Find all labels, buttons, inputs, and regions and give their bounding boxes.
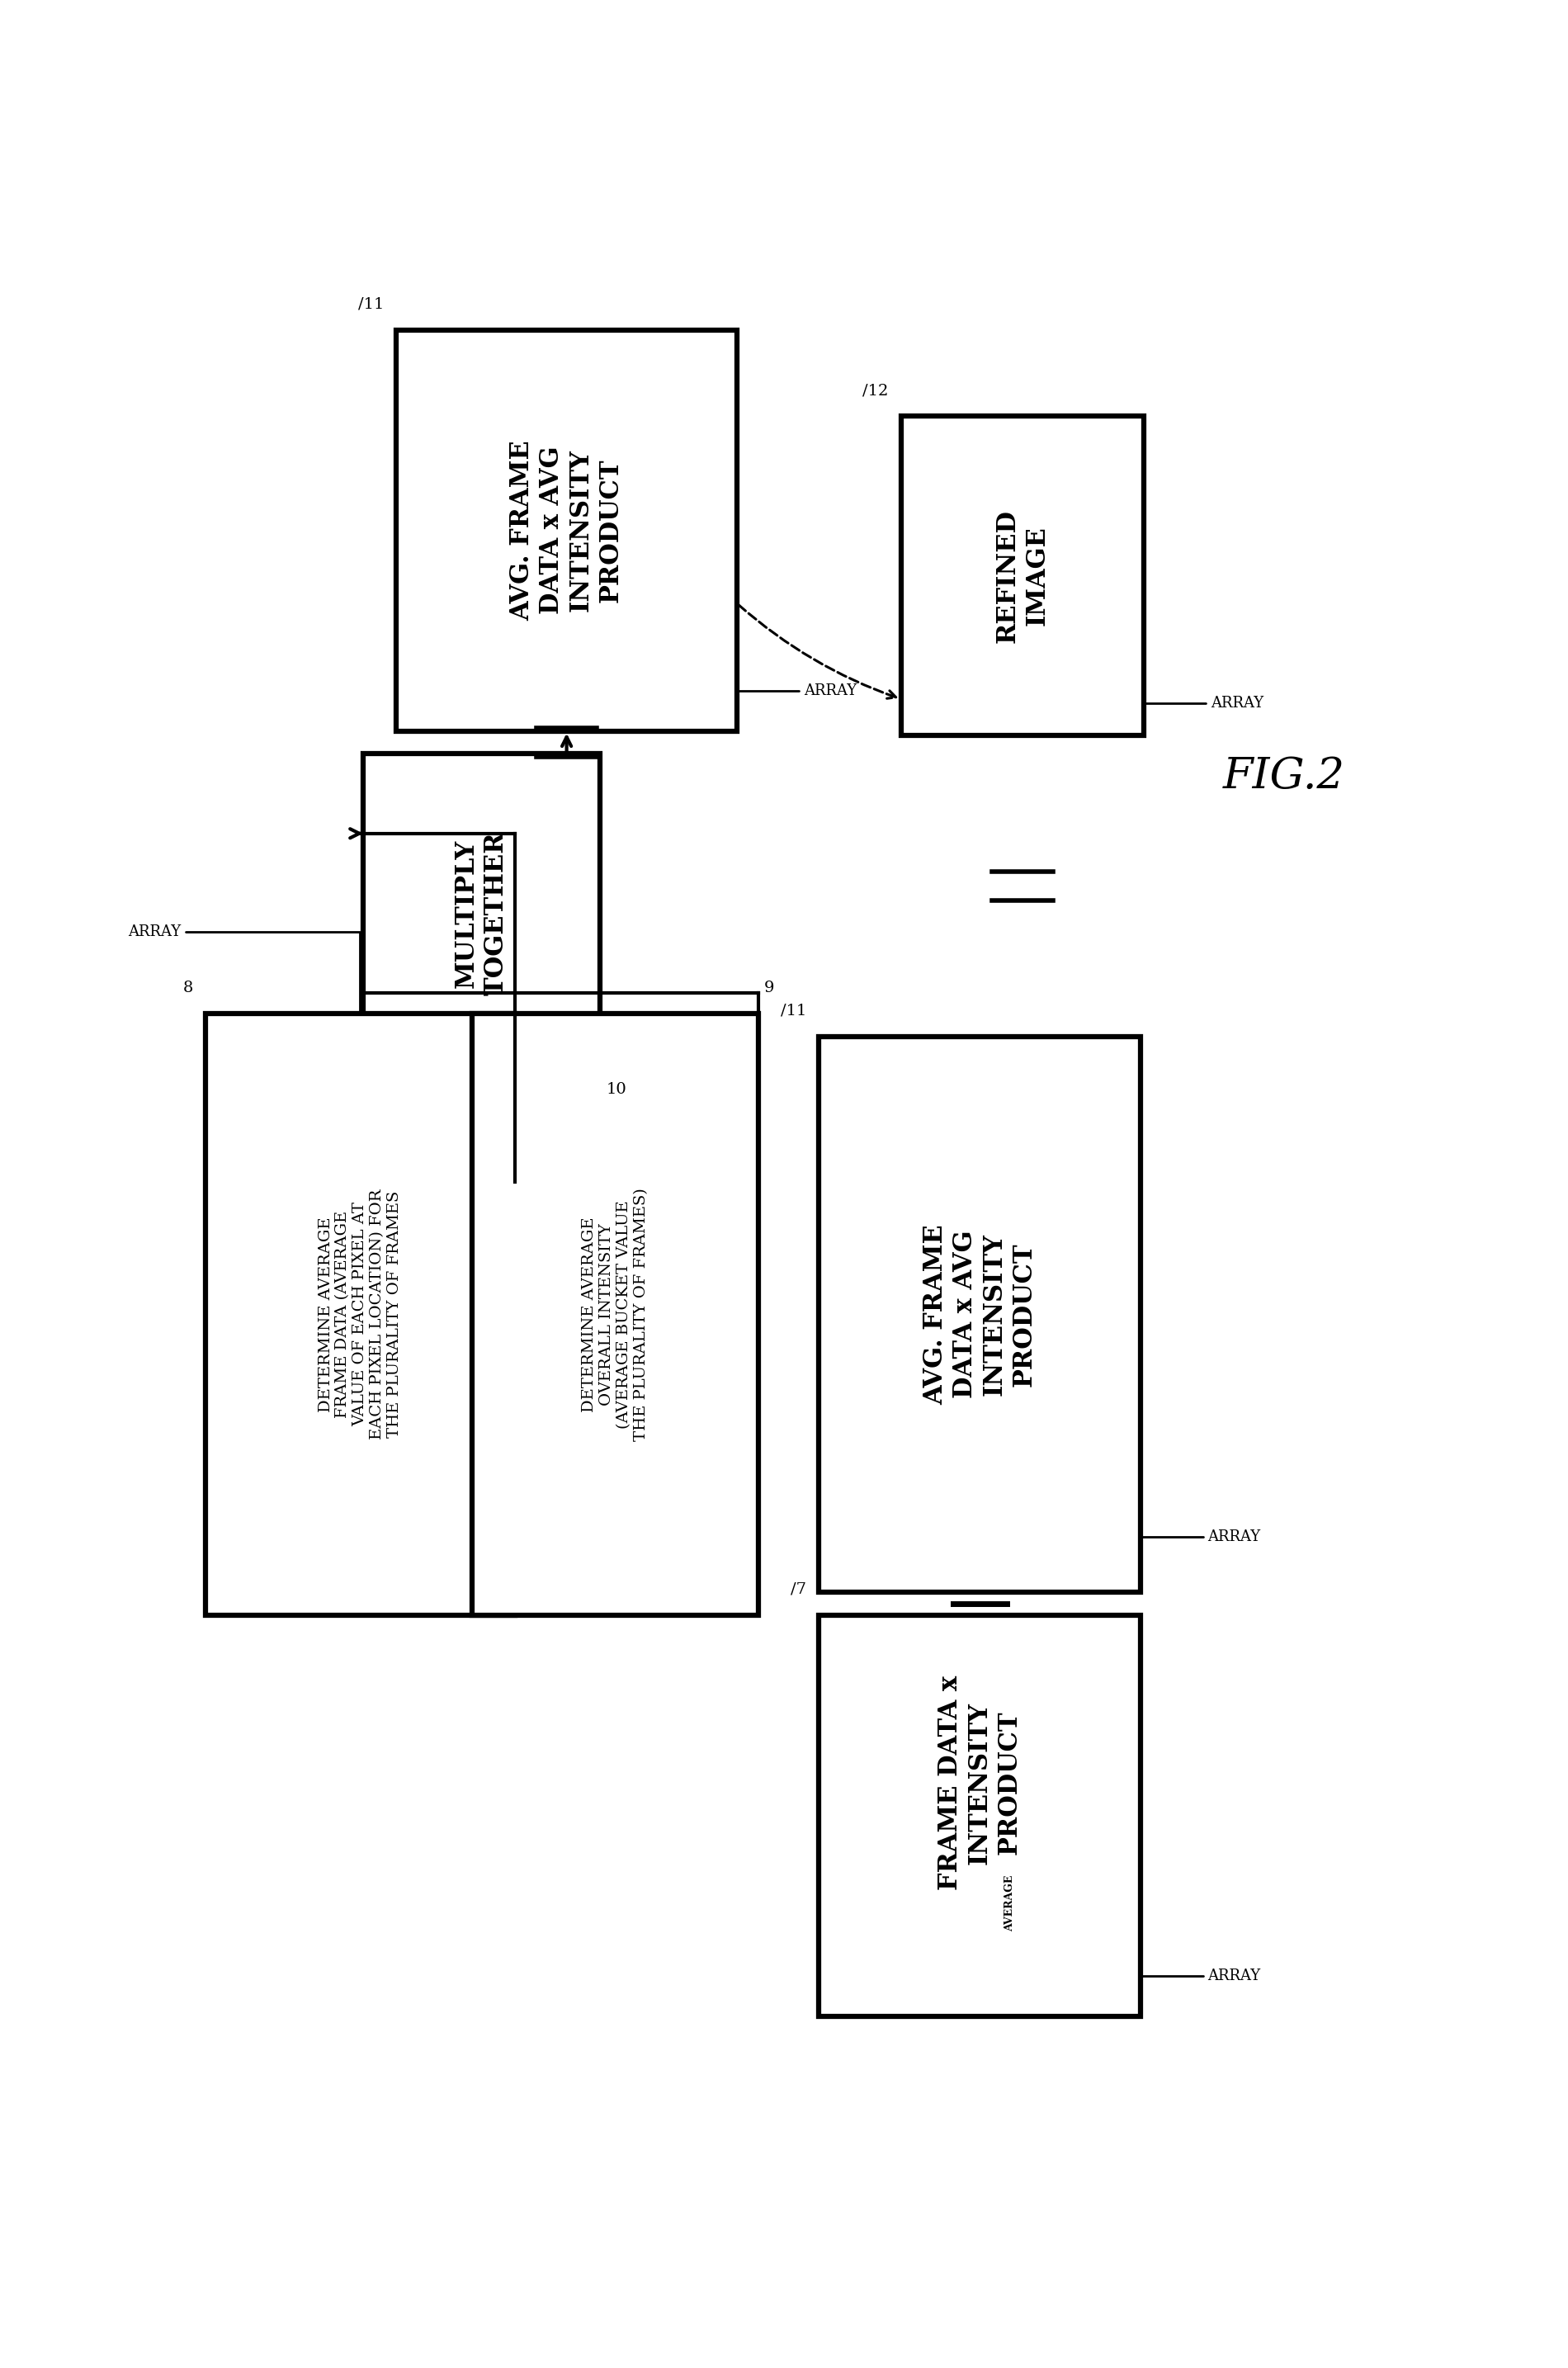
Bar: [205, 1014, 514, 1615]
Bar: [472, 1014, 757, 1615]
Text: /11: /11: [781, 1004, 806, 1018]
Text: AVG. FRAME
DATA x AVG
INTENSITY
PRODUCT: AVG. FRAME DATA x AVG INTENSITY PRODUCT: [922, 1224, 1036, 1404]
Text: MULTIPLY
TOGETHER: MULTIPLY TOGETHER: [455, 831, 510, 995]
Bar: [902, 417, 1145, 736]
Text: FIG.2: FIG.2: [1223, 755, 1345, 798]
Text: FRAME DATA x
INTENSITY
PRODUCT: FRAME DATA x INTENSITY PRODUCT: [938, 1677, 1022, 1890]
Text: DETERMINE AVERAGE
FRAME DATA (AVERAGE
VALUE OF EACH PIXEL AT
EACH PIXEL LOCATION: DETERMINE AVERAGE FRAME DATA (AVERAGE VA…: [318, 1189, 401, 1440]
Text: ARRAY: ARRAY: [1143, 625, 1264, 710]
Bar: [364, 753, 601, 1073]
Text: ARRAY: ARRAY: [737, 592, 856, 699]
Text: ARRAY: ARRAY: [1142, 1878, 1261, 1984]
Text: /7: /7: [790, 1582, 806, 1596]
Bar: [397, 329, 737, 732]
Bar: [818, 1615, 1142, 2018]
Text: DETERMINE AVERAGE
OVERALL INTENSITY
(AVERAGE BUCKET VALUE
THE PLURALITY OF FRAME: DETERMINE AVERAGE OVERALL INTENSITY (AVE…: [582, 1189, 649, 1442]
Text: AVERAGE: AVERAGE: [1005, 1875, 1016, 1932]
Bar: [818, 1037, 1142, 1591]
Text: ARRAY: ARRAY: [129, 924, 361, 1011]
Text: /12: /12: [862, 384, 889, 398]
Text: 10: 10: [607, 1082, 627, 1096]
Text: ARRAY: ARRAY: [1142, 1399, 1261, 1544]
Text: /11: /11: [359, 296, 384, 313]
Text: AVG. FRAME
DATA x AVG
INTENSITY
PRODUCT: AVG. FRAME DATA x AVG INTENSITY PRODUCT: [510, 440, 624, 620]
Text: REFINED
IMAGE: REFINED IMAGE: [994, 509, 1051, 642]
Text: 9: 9: [764, 980, 775, 995]
Text: 8: 8: [183, 980, 193, 995]
